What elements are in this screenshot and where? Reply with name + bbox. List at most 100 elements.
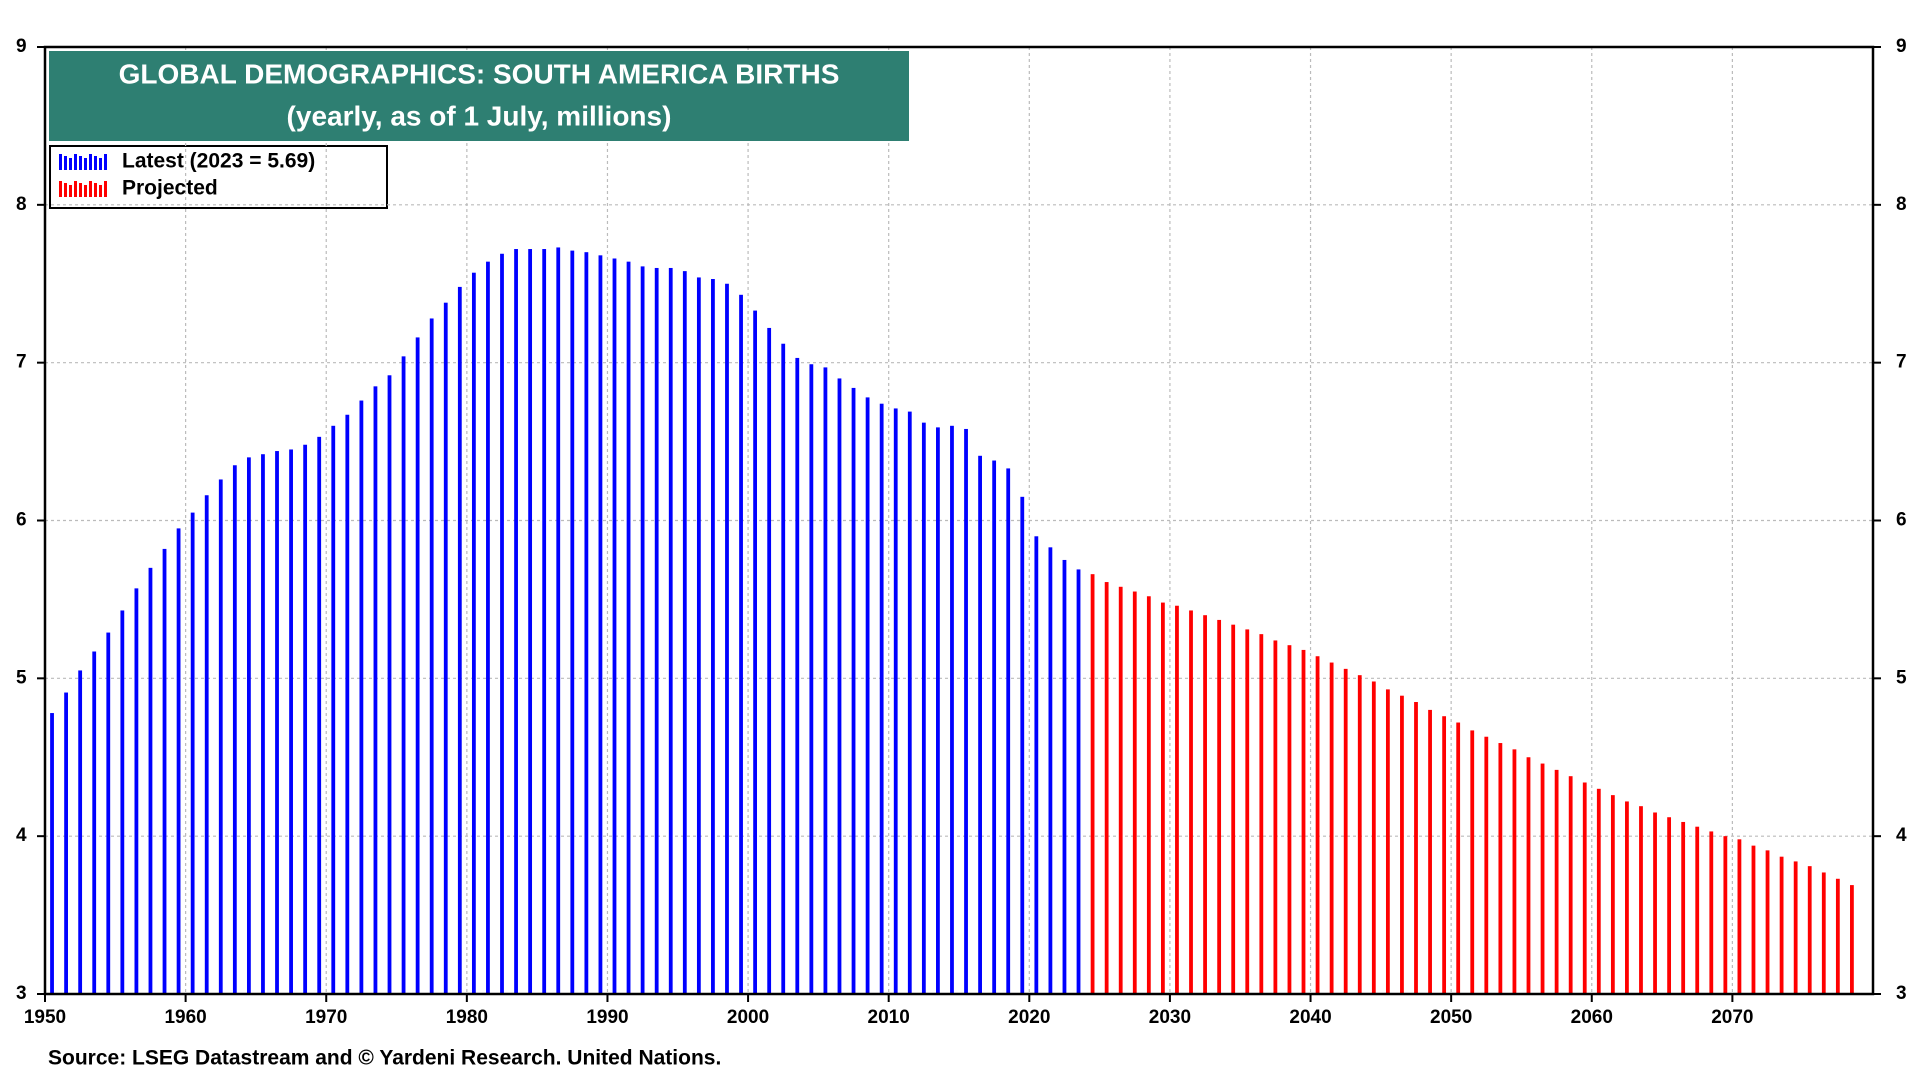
- bar: [64, 692, 68, 994]
- bar: [936, 427, 940, 995]
- y-tick-label: 5: [16, 667, 27, 688]
- bar: [1020, 496, 1025, 994]
- y-tick-label: 8: [16, 194, 27, 215]
- bar: [1329, 662, 1334, 994]
- bar: [1259, 634, 1264, 994]
- bar: [893, 408, 898, 994]
- x-tick-label: 1990: [586, 1007, 628, 1028]
- x-tick-label: 2070: [1711, 1007, 1753, 1028]
- bar: [190, 512, 195, 994]
- x-tick-label: 2020: [1008, 1007, 1050, 1028]
- legend-swatch: [84, 158, 87, 170]
- chart-subtitle: (yearly, as of 1 July, millions): [287, 100, 672, 131]
- bar: [753, 310, 758, 994]
- bar: [907, 411, 912, 995]
- bar: [387, 375, 392, 994]
- x-tick-label: 2030: [1149, 1007, 1191, 1028]
- bar: [978, 455, 982, 994]
- legend-swatch: [59, 154, 62, 170]
- bar: [795, 357, 800, 995]
- bar: [457, 286, 462, 994]
- bar: [739, 294, 743, 994]
- bar: [1610, 795, 1615, 994]
- bar: [415, 337, 420, 994]
- x-tick-label: 2040: [1289, 1007, 1331, 1028]
- bar: [1765, 850, 1770, 994]
- y-tick-label: 6: [16, 510, 27, 531]
- bar: [429, 318, 434, 994]
- bar: [556, 247, 561, 994]
- bar: [232, 465, 237, 995]
- legend-swatch: [89, 154, 92, 170]
- title-box: [49, 51, 909, 141]
- bar: [1385, 689, 1390, 994]
- legend-swatch: [99, 185, 102, 197]
- bar: [1371, 681, 1376, 994]
- bar: [598, 255, 603, 995]
- bar: [640, 266, 645, 995]
- y2-tick-label: 7: [1896, 352, 1907, 373]
- bar: [471, 272, 476, 994]
- bar: [1414, 702, 1418, 994]
- bar: [1807, 866, 1812, 994]
- bar: [992, 460, 997, 995]
- bar: [1625, 801, 1629, 994]
- bar: [120, 610, 125, 994]
- y2-tick-label: 4: [1896, 825, 1907, 846]
- bar: [275, 451, 279, 994]
- bar: [1048, 547, 1053, 994]
- bar: [373, 386, 378, 994]
- bar: [1596, 788, 1601, 994]
- bar: [218, 479, 223, 994]
- chart-title: GLOBAL DEMOGRAPHICS: SOUTH AMERICA BIRTH…: [119, 58, 840, 89]
- bar: [1343, 668, 1348, 994]
- bar: [964, 428, 968, 994]
- legend-swatch: [69, 158, 72, 170]
- bar: [1400, 695, 1404, 994]
- bar: [162, 548, 167, 994]
- bar: [50, 713, 54, 994]
- legend-swatch: [89, 181, 92, 197]
- bar: [1639, 806, 1643, 994]
- bar: [1526, 757, 1531, 994]
- bar: [837, 378, 842, 994]
- bar: [204, 495, 209, 994]
- bar: [1217, 619, 1222, 994]
- y2-tick-label: 9: [1896, 36, 1907, 57]
- bar: [514, 249, 518, 994]
- bar: [851, 387, 856, 994]
- bar: [1709, 831, 1714, 994]
- x-tick-label: 2010: [868, 1007, 910, 1028]
- bar: [486, 261, 490, 994]
- bar: [176, 528, 181, 994]
- legend-swatch: [64, 156, 67, 170]
- bar: [1287, 645, 1292, 994]
- legend-swatch: [69, 185, 72, 197]
- x-tick-label: 2050: [1430, 1007, 1472, 1028]
- y-tick-label: 7: [16, 352, 27, 373]
- bar: [570, 250, 575, 995]
- y2-tick-label: 6: [1896, 510, 1907, 531]
- bar: [246, 457, 251, 994]
- bar: [401, 356, 406, 994]
- legend-swatch: [59, 181, 62, 197]
- bar: [711, 279, 715, 994]
- bar: [1568, 776, 1573, 994]
- bar: [1540, 763, 1545, 994]
- bar: [1779, 856, 1784, 994]
- bar: [1203, 615, 1207, 994]
- source-note: Source: LSEG Datastream and © Yardeni Re…: [48, 1047, 721, 1070]
- bar: [1793, 861, 1798, 994]
- legend-swatch: [64, 183, 67, 197]
- bar: [261, 454, 265, 995]
- bar: [767, 327, 772, 994]
- bar: [612, 258, 617, 994]
- x-tick-label: 1970: [305, 1007, 347, 1028]
- bar: [317, 436, 322, 994]
- bar: [359, 400, 364, 995]
- bar: [1160, 602, 1165, 994]
- bar: [148, 567, 153, 994]
- bar: [1428, 709, 1432, 994]
- bar: [1442, 716, 1447, 994]
